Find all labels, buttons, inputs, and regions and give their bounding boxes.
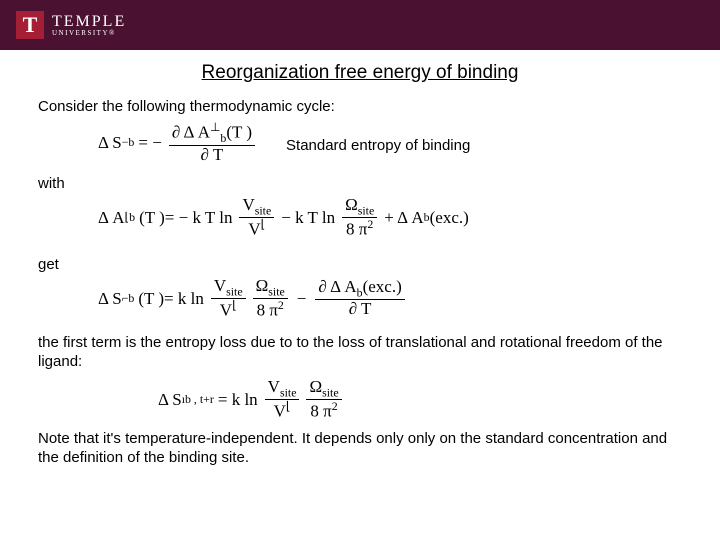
get-label: get <box>38 256 682 273</box>
eq4-f1-den-sup: ⌊ <box>286 399 291 413</box>
equation-4: Δ Sıb , t+r = k ln VsiteV⌊ Ωsite8 π2 <box>158 378 345 422</box>
eq1-num-post: (T ) <box>226 123 252 142</box>
eq3-f1-den-sup: ⌊ <box>232 298 237 312</box>
equation-2: Δ A⌊b (T )= − k T ln VsiteV⌊ − k T ln Ωs… <box>98 196 469 240</box>
intro-text: Consider the following thermodynamic cyc… <box>38 98 682 115</box>
eq1-den: ∂ T <box>169 146 255 165</box>
eq2-f2-den-pre: 8 π <box>346 220 367 239</box>
eq4-f2-den-sup: 2 <box>332 399 338 413</box>
eq3-lhs-pre: Δ S <box>98 289 122 309</box>
eq3-f1-num: V <box>214 276 226 295</box>
eq4-f2-num: Ω <box>309 377 322 396</box>
eq1-eq: = − <box>138 133 161 153</box>
eq1-lhs-sub: b <box>128 135 134 150</box>
eq2-f2-num-sub: site <box>358 203 375 217</box>
eq1-frac: ∂ Δ A⊥b(T ) ∂ T <box>169 121 255 165</box>
eq4-lhs-sub: b , t+r <box>185 392 214 407</box>
eq2-lhs-sub: b <box>129 210 135 225</box>
eq3-f3-num-pre: ∂ Δ A <box>318 277 356 296</box>
eq2-f1-den: V <box>248 220 260 239</box>
eq1-num-sup: ⊥ <box>210 120 220 134</box>
logo-text: TEMPLE UNIVERSITY® <box>52 14 126 37</box>
eq3-f3-num-post: (exc.) <box>363 277 402 296</box>
equation-1: Δ S−b = − ∂ Δ A⊥b(T ) ∂ T <box>98 121 258 165</box>
eq2-f1-num-sub: site <box>255 203 272 217</box>
eq4-f2-num-sub: site <box>322 385 339 399</box>
eq3-f2-den-pre: 8 π <box>257 301 278 320</box>
logo-subtitle: UNIVERSITY® <box>52 30 126 37</box>
eq3-f2-num: Ω <box>256 276 269 295</box>
eq1-num-pre: ∂ Δ A <box>172 123 210 142</box>
eq3-lhs-sub: b <box>128 291 134 306</box>
logo-t-icon: T <box>16 11 44 39</box>
eq3-f2-num-sub: site <box>268 284 285 298</box>
eq1-lhs-pre: Δ S <box>98 133 122 153</box>
eq2-tail-post: (exc.) <box>430 208 469 228</box>
eq4-f1-num: V <box>268 377 280 396</box>
eq3-mid: − <box>297 289 307 309</box>
eq4-f2-den-pre: 8 π <box>310 402 331 421</box>
eq4-f1-den: V <box>274 402 286 421</box>
eq2-lhs-pre: Δ A <box>98 208 125 228</box>
eq2-mid: − k T ln <box>281 208 335 228</box>
header-bar: T TEMPLE UNIVERSITY® <box>0 0 720 50</box>
eq2-f1-den-sup: ⌊ <box>261 217 266 231</box>
slide-title: Reorganization free energy of binding <box>38 62 682 84</box>
eq3-f2-den-sup: 2 <box>278 298 284 312</box>
slide-content: Reorganization free energy of binding Co… <box>0 50 720 467</box>
eq2-f2-den-sup: 2 <box>367 217 373 231</box>
eq2-lhs-post: (T )= − k T ln <box>139 208 232 228</box>
logo-name: TEMPLE <box>52 14 126 30</box>
eq3-f1-num-sub: site <box>226 284 243 298</box>
paragraph-2: Note that it's temperature-independent. … <box>38 430 682 468</box>
eq1-lhs-sup: − <box>122 135 129 150</box>
paragraph-1: the first term is the entropy loss due t… <box>38 334 682 372</box>
eq4-lhs-post: = k ln <box>218 390 258 410</box>
equation-3: Δ S⌐b (T )= k ln VsiteV⌊ Ωsite8 π2 − ∂ Δ… <box>98 277 408 321</box>
eq4-lhs-pre: Δ S <box>158 390 182 410</box>
eq2-f2-num: Ω <box>345 195 358 214</box>
eq3-f3-den: ∂ T <box>315 300 404 319</box>
eq3-lhs-post: (T )= k ln <box>138 289 203 309</box>
equation-row-1: Δ S−b = − ∂ Δ A⊥b(T ) ∂ T Standard entro… <box>38 121 682 171</box>
eq3-f1-den: V <box>220 301 232 320</box>
caption-1: Standard entropy of binding <box>286 137 470 154</box>
with-label: with <box>38 175 682 192</box>
eq3-lhs-sup: ⌐ <box>122 291 129 306</box>
eq2-tail-pre: + Δ A <box>384 208 423 228</box>
eq4-f1-num-sub: site <box>280 385 297 399</box>
eq2-f1-num: V <box>242 195 254 214</box>
